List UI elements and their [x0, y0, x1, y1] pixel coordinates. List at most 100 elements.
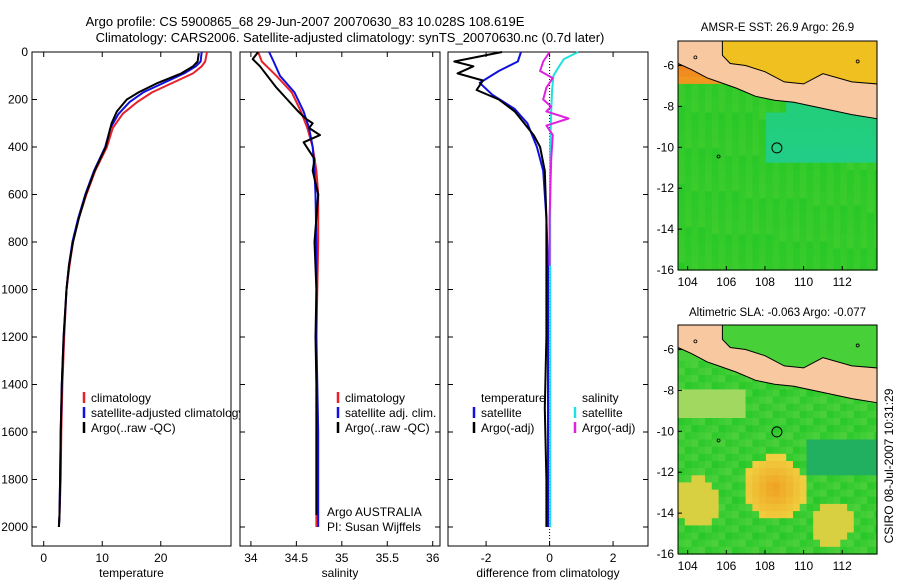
map-cell — [678, 141, 686, 149]
map-cell — [826, 112, 835, 121]
map-cell — [745, 439, 753, 448]
map-cell — [820, 191, 828, 200]
map-cell — [752, 126, 760, 135]
map-cell — [752, 177, 760, 185]
map-cell — [691, 169, 699, 178]
map-cell — [765, 482, 774, 491]
map-cell — [765, 198, 774, 207]
map-cell — [853, 169, 862, 178]
map-cell — [806, 212, 814, 221]
island — [855, 343, 860, 348]
map-cell — [732, 212, 740, 221]
map-cell — [718, 248, 726, 257]
map-cell — [732, 148, 740, 157]
map-cell — [820, 518, 828, 526]
map-cell — [759, 446, 767, 455]
map-cell — [860, 184, 868, 192]
map-cell — [765, 255, 774, 264]
map-cell — [847, 468, 855, 476]
map-cell — [813, 255, 821, 264]
map-cell — [847, 155, 855, 164]
island — [716, 154, 721, 159]
map-cell — [765, 532, 774, 541]
map-cell — [820, 418, 828, 426]
map-cell — [711, 375, 720, 383]
map-cell — [678, 489, 686, 498]
map-cell — [867, 234, 875, 242]
map-cell — [759, 403, 767, 412]
x-tick-label: 2 — [610, 551, 617, 565]
map-cell — [725, 446, 733, 455]
map-cell — [840, 262, 848, 271]
map-cell — [705, 439, 713, 448]
map-cell — [759, 489, 767, 498]
map-cell — [820, 212, 828, 221]
legend-entry: Argo(-adj) — [582, 421, 635, 435]
map-cell — [813, 475, 821, 484]
map-cell — [840, 177, 848, 185]
map-cell — [772, 255, 781, 264]
map-cell — [738, 396, 747, 405]
map-cell — [678, 105, 686, 114]
map-cell — [738, 403, 747, 412]
map-cell — [853, 219, 862, 228]
map-cell — [684, 539, 693, 548]
map-cell — [779, 475, 787, 484]
map-cell — [813, 389, 821, 398]
map-cell — [853, 482, 862, 491]
map-cell — [691, 496, 699, 505]
map-cell — [806, 439, 814, 448]
map-cell — [678, 546, 686, 555]
map-cell — [705, 360, 713, 369]
map-cell — [684, 489, 693, 498]
map-cell — [847, 191, 855, 200]
map-cell — [867, 134, 875, 142]
map-cell — [705, 410, 713, 419]
map-cell — [813, 262, 821, 271]
map-cell — [711, 262, 720, 271]
map-cell — [698, 396, 706, 405]
map-cell — [786, 241, 794, 250]
map-cell — [813, 496, 821, 505]
map-cell — [725, 205, 733, 214]
map-cell — [779, 389, 787, 398]
map-cell — [732, 119, 740, 128]
map-cell — [678, 62, 686, 71]
map-cell — [779, 198, 787, 207]
map-cell — [718, 475, 726, 484]
map-cell — [732, 503, 740, 512]
map-cell — [779, 482, 787, 491]
map-cell — [793, 141, 801, 149]
map-cell — [684, 418, 693, 426]
map-cell — [752, 525, 760, 534]
map-cell — [759, 134, 767, 142]
map-cell — [732, 155, 740, 164]
map-cell — [793, 227, 801, 235]
map-cell — [833, 119, 841, 128]
plot-frame — [239, 51, 441, 547]
map-cell — [786, 396, 794, 405]
map-cell — [678, 126, 686, 135]
map-cell — [826, 177, 835, 185]
map-cell — [765, 241, 774, 250]
map-cell — [806, 248, 814, 257]
map-cell — [698, 148, 706, 157]
map-cell — [759, 241, 767, 250]
map-cell — [793, 162, 801, 171]
map-cell — [799, 475, 808, 484]
map-cell — [860, 425, 868, 433]
map-cell — [698, 105, 706, 114]
map-cell — [840, 155, 848, 164]
legend-entry: climatology — [345, 391, 405, 405]
map-cell — [813, 453, 821, 462]
map-cell — [813, 511, 821, 519]
map-cell — [705, 446, 713, 455]
map-cell — [853, 396, 862, 405]
map-cell — [813, 241, 821, 250]
map-cell — [759, 468, 767, 476]
map-cell — [833, 489, 841, 498]
map-cell — [691, 396, 699, 405]
map-cell — [745, 403, 753, 412]
map-cell — [705, 532, 713, 541]
map-cell — [752, 503, 760, 512]
